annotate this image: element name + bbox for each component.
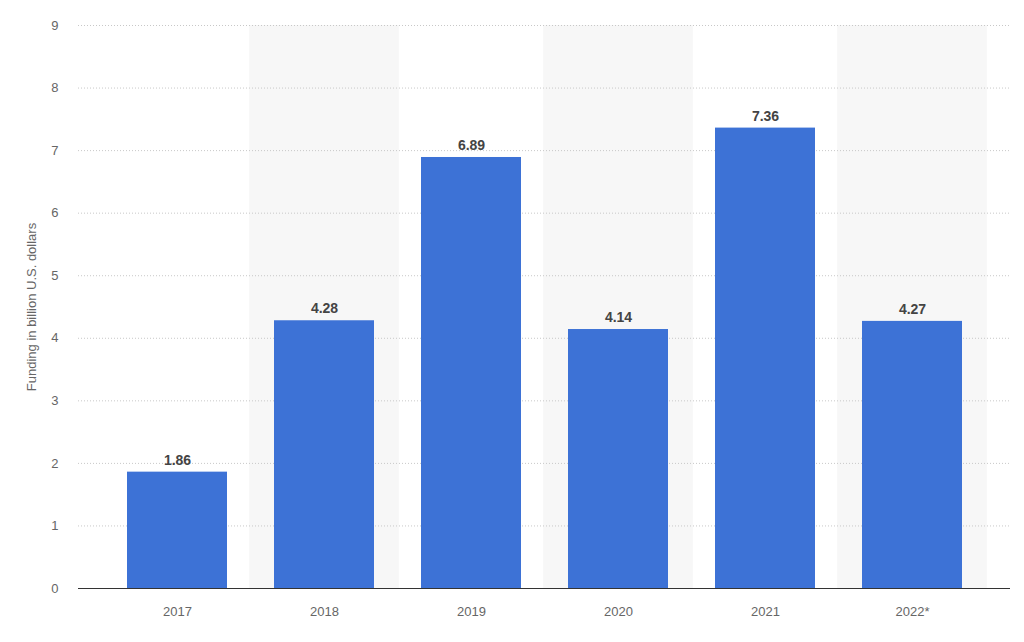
svg-text:7.36: 7.36: [752, 108, 779, 124]
svg-text:2021: 2021: [751, 604, 780, 619]
svg-text:2017: 2017: [163, 604, 192, 619]
svg-text:7: 7: [51, 143, 58, 158]
svg-text:4.14: 4.14: [605, 309, 632, 325]
svg-text:6: 6: [51, 205, 58, 220]
svg-text:1: 1: [51, 518, 58, 533]
svg-text:4.28: 4.28: [311, 300, 338, 316]
svg-text:2020: 2020: [604, 604, 633, 619]
svg-text:6.89: 6.89: [458, 137, 485, 153]
svg-text:2018: 2018: [310, 604, 339, 619]
svg-text:Funding in billion U.S. dollar: Funding in billion U.S. dollars: [24, 222, 39, 391]
svg-text:0: 0: [51, 581, 58, 596]
svg-text:2: 2: [51, 456, 58, 471]
svg-text:8: 8: [51, 80, 58, 95]
svg-text:4.27: 4.27: [899, 301, 926, 317]
svg-text:4: 4: [51, 330, 58, 345]
svg-text:1.86: 1.86: [164, 452, 191, 468]
svg-text:5: 5: [51, 268, 58, 283]
svg-text:9: 9: [51, 18, 58, 33]
svg-text:2019: 2019: [457, 604, 486, 619]
svg-text:2022*: 2022*: [896, 604, 930, 619]
svg-text:3: 3: [51, 393, 58, 408]
